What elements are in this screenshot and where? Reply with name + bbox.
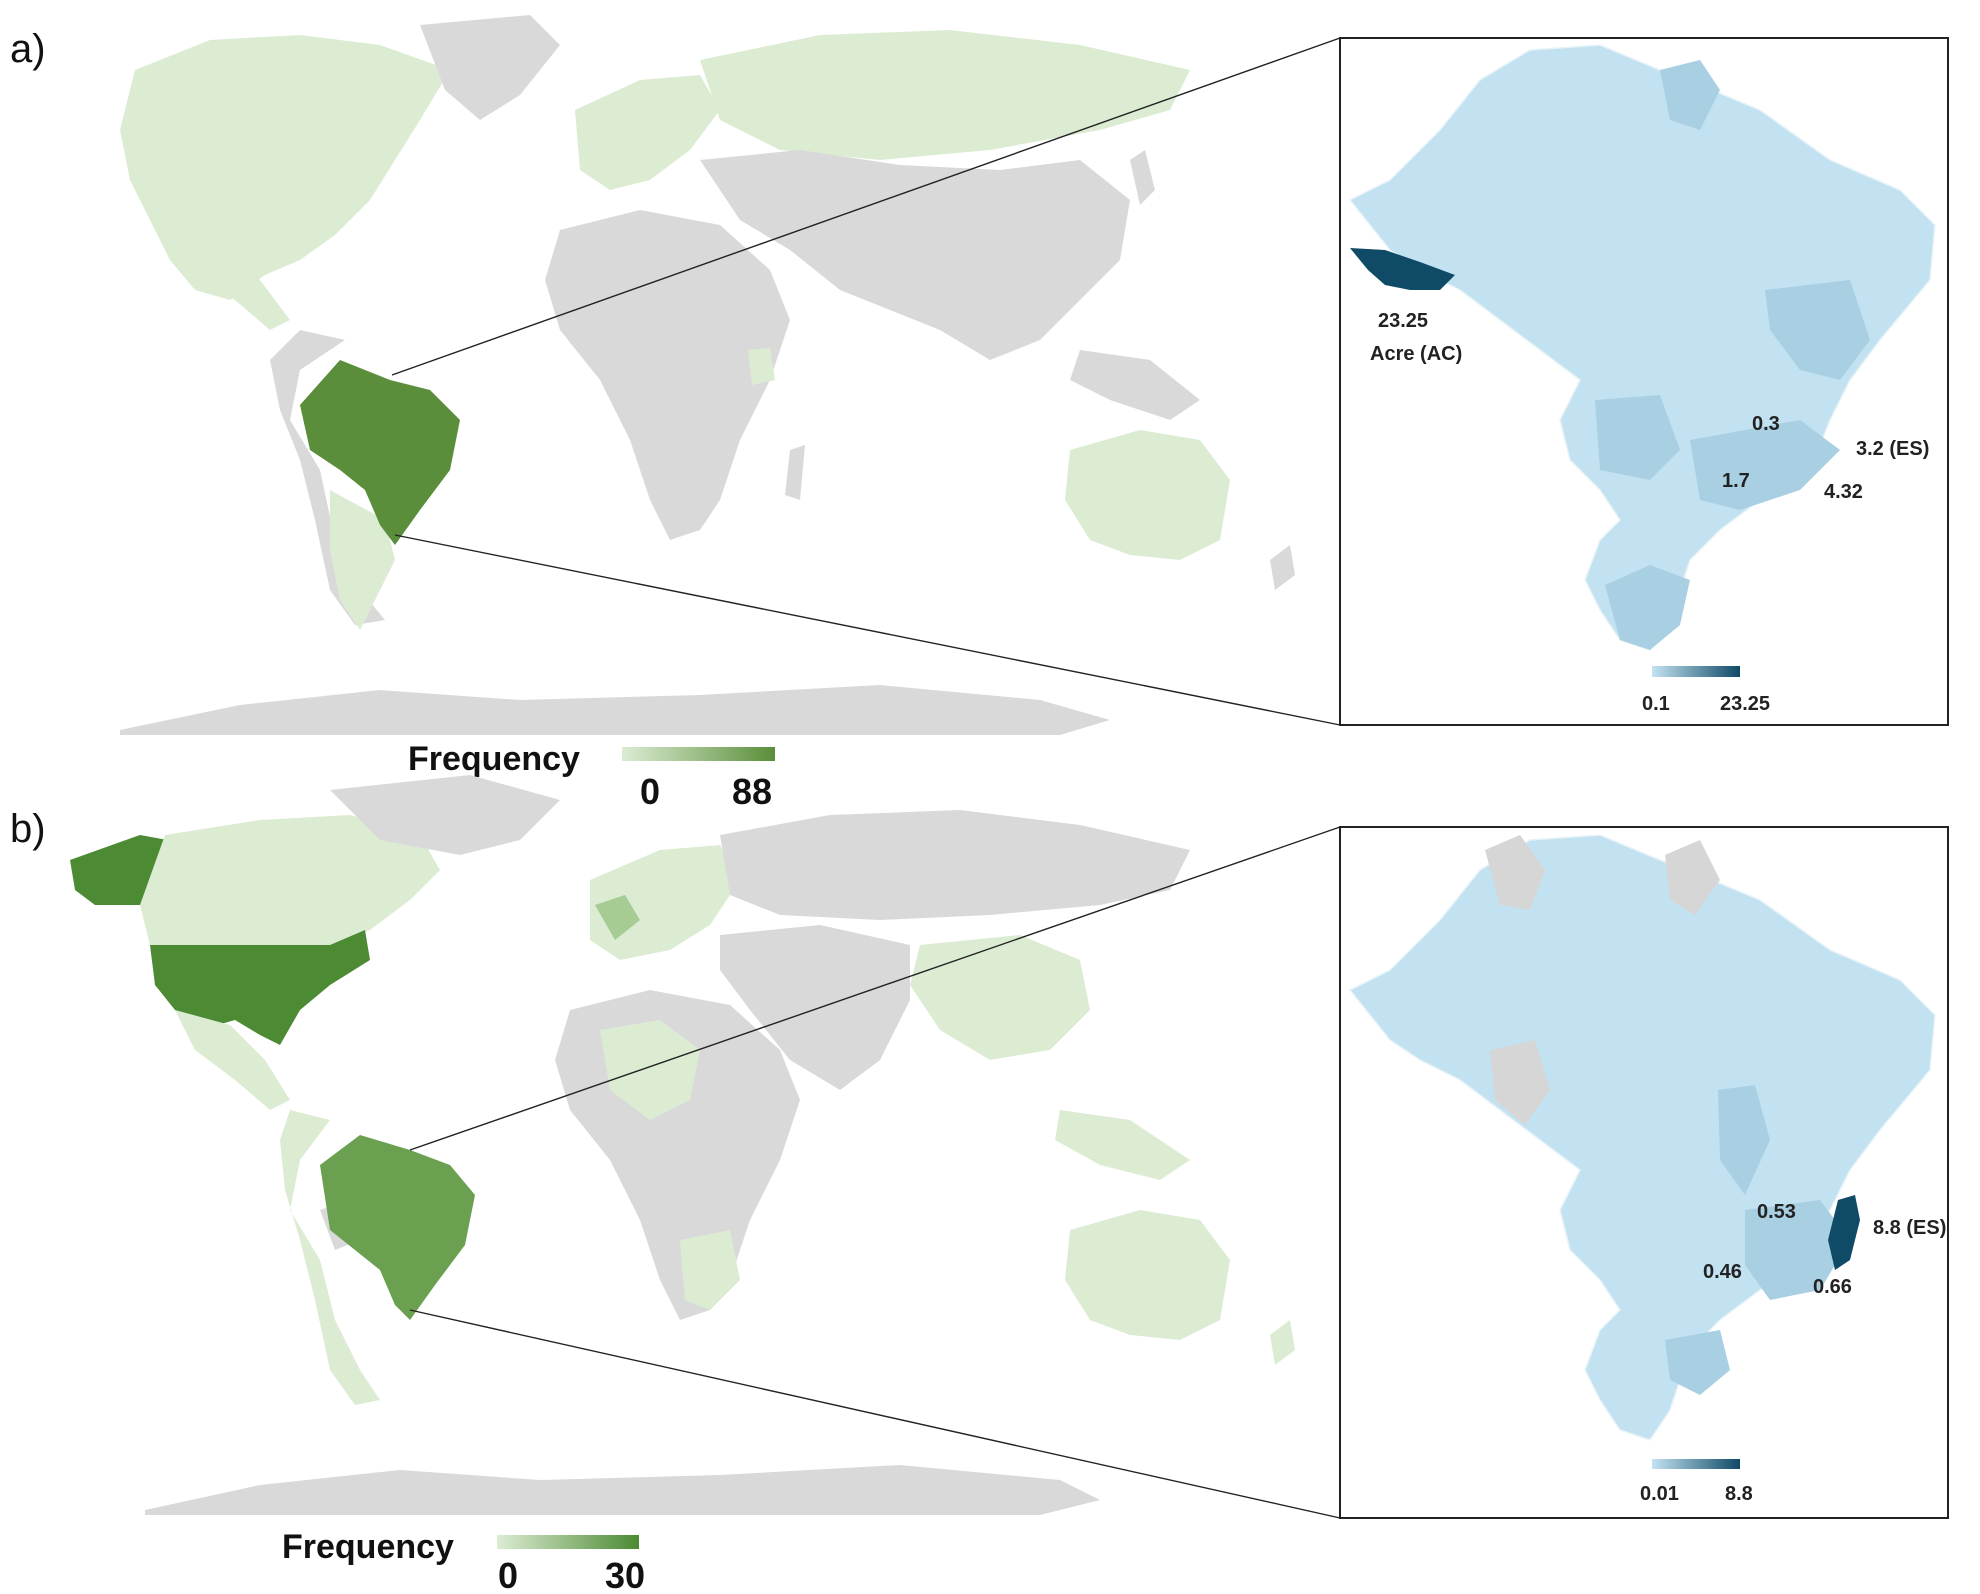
connector-bottom-b <box>409 1309 1341 1519</box>
australia-b <box>1065 1210 1230 1340</box>
canada-b <box>140 815 440 945</box>
frequency-min-b: 0 <box>498 1555 518 1594</box>
es-b <box>1828 1195 1860 1270</box>
brazil-inset-a: 23.25 Acre (AC) 0.3 3.2 (ES) 1.7 4.32 0.… <box>1348 44 1936 715</box>
world-map-a <box>120 15 1295 735</box>
new-zealand-a <box>1270 545 1295 590</box>
inset-legend-min-b: 0.01 <box>1640 1483 1679 1505</box>
inset-legend-bar-a <box>1652 666 1740 677</box>
mexico-b <box>175 1010 290 1110</box>
panel-a-letter: a) <box>10 27 46 71</box>
south-america-b <box>280 1110 380 1405</box>
mg-b <box>1745 1200 1850 1300</box>
asia-a <box>700 150 1130 360</box>
panel-a: a) <box>10 15 1949 812</box>
europe-a <box>575 75 720 190</box>
frequency-title-a: Frequency <box>408 740 580 778</box>
frequency-max-b: 30 <box>605 1555 645 1594</box>
tocantins-b <box>1718 1085 1770 1195</box>
north-america-a <box>120 35 450 300</box>
frequency-max-a: 88 <box>732 771 772 812</box>
se-asia-a <box>1070 350 1200 420</box>
frequency-legend-b: Frequency 0 30 <box>282 1528 645 1594</box>
value-label-a-2: 3.2 (ES) <box>1856 438 1929 460</box>
frequency-min-a: 0 <box>640 771 660 812</box>
value-label-a-1: 0.3 <box>1752 413 1780 435</box>
inset-legend-bar-b <box>1652 1459 1740 1469</box>
mexico-a <box>155 230 290 330</box>
connector-top-a <box>391 37 1341 376</box>
connector-bottom-a <box>394 534 1341 726</box>
acre-name-label: Acre (AC) <box>1370 343 1462 365</box>
france-b <box>595 895 640 940</box>
amapa-b <box>1665 840 1720 915</box>
southeast-a <box>1690 420 1840 510</box>
antarctica-b <box>145 1465 1100 1515</box>
inset-legend-max-a: 23.25 <box>1720 693 1770 715</box>
south-africa-b <box>680 1230 740 1310</box>
madagascar-a <box>785 445 805 500</box>
acre-a <box>1350 248 1455 290</box>
value-label-b-3: 0.46 <box>1703 1261 1742 1283</box>
china-b <box>910 935 1090 1060</box>
value-label-b-1: 0.53 <box>1757 1201 1796 1223</box>
rondonia-b <box>1490 1040 1550 1125</box>
frequency-bar-b <box>497 1535 639 1549</box>
panel-b: b) <box>10 775 1949 1594</box>
new-zealand-b <box>1270 1320 1295 1365</box>
bahia-a <box>1765 280 1870 380</box>
roraima-b <box>1485 835 1545 910</box>
frequency-legend-a: Frequency 0 88 <box>408 740 775 812</box>
asia-b <box>720 925 910 1090</box>
inset-legend-max-b: 8.8 <box>1725 1483 1753 1505</box>
argentina-a <box>330 490 395 630</box>
acre-value-label: 23.25 <box>1378 310 1428 332</box>
europe-b <box>590 845 740 960</box>
south-america-a <box>270 330 385 625</box>
russia-b <box>720 810 1190 920</box>
value-label-b-2: 8.8 (ES) <box>1873 1217 1946 1239</box>
africa-a <box>545 210 790 540</box>
kenya-a <box>748 348 775 385</box>
usa-b <box>150 930 370 1045</box>
value-label-b-4: 0.66 <box>1813 1276 1852 1298</box>
brazil-a <box>300 360 460 545</box>
world-map-b <box>70 775 1295 1515</box>
amapa-a <box>1660 60 1720 130</box>
brazil-b <box>320 1135 475 1320</box>
value-label-a-3: 1.7 <box>1722 470 1750 492</box>
value-label-a-4: 4.32 <box>1824 481 1863 503</box>
south-b <box>1665 1330 1730 1395</box>
ms-a <box>1595 395 1680 480</box>
connector-top-b <box>409 826 1341 1151</box>
panel-b-letter: b) <box>10 807 46 851</box>
arctic-b <box>330 775 560 855</box>
inset-legend-min-a: 0.1 <box>1642 693 1670 715</box>
frequency-bar-a <box>622 747 775 761</box>
rs-a <box>1605 565 1690 650</box>
russia-a <box>700 30 1190 160</box>
greenland-a <box>420 15 560 120</box>
brazil-states-base-b <box>1348 834 1936 1441</box>
se-asia-b <box>1055 1110 1190 1180</box>
japan-a <box>1130 150 1155 205</box>
australia-a <box>1065 430 1230 560</box>
antarctica-a <box>120 685 1110 735</box>
frequency-title-b: Frequency <box>282 1528 454 1566</box>
africa-green-b <box>600 1020 700 1120</box>
brazil-inset-b: 0.53 8.8 (ES) 0.46 0.66 0.01 8.8 <box>1348 834 1946 1505</box>
